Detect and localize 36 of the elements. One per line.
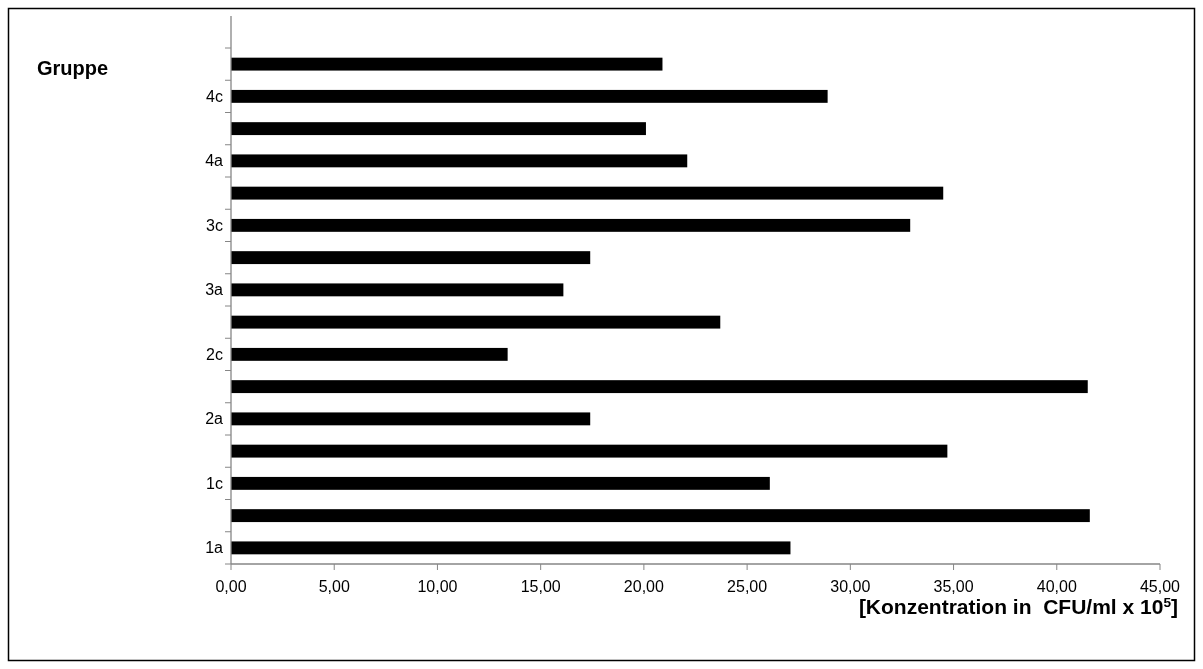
x-tick-label: 20,00 [623, 578, 665, 595]
bar [231, 154, 688, 168]
x-tick-label: 0,00 [215, 578, 247, 595]
x-tick-label: 15,00 [520, 578, 561, 595]
x-axis-title: [Konzentration in CFU/ml x 10$^{5}$] [858, 594, 1178, 618]
bar [231, 476, 770, 490]
bar [231, 315, 721, 329]
y-axis-title: Gruppe [37, 57, 109, 79]
y-tick-label: 3c [206, 216, 223, 234]
x-tick-label: 5,00 [318, 578, 350, 595]
y-tick-label: 2a [205, 410, 224, 428]
x-tick-label: 45,00 [1139, 578, 1181, 595]
y-tick-label: 2c [206, 345, 223, 363]
bar [231, 412, 591, 426]
bar [231, 57, 663, 71]
x-tick-label: 25,00 [727, 578, 768, 595]
bar [231, 186, 944, 200]
y-tick-label: 4c [206, 87, 223, 105]
x-tick-label: 40,00 [1036, 578, 1077, 595]
y-tick-label: 4a [205, 152, 224, 170]
bar [231, 541, 791, 555]
x-tick-label: 35,00 [933, 578, 974, 595]
bar [231, 283, 564, 297]
bar [231, 251, 591, 265]
bar [231, 347, 508, 361]
bar [231, 122, 646, 136]
x-tick-label: 10,00 [417, 578, 458, 595]
y-tick-label: 1a [205, 539, 224, 557]
y-tick-label: 3a [205, 281, 224, 299]
bar [231, 89, 828, 103]
bar [231, 380, 1088, 394]
x-tick-label: 30,00 [830, 578, 871, 595]
bar [231, 218, 911, 232]
y-tick-label: 1c [206, 474, 223, 492]
bar [231, 509, 1090, 523]
bar [231, 444, 948, 458]
